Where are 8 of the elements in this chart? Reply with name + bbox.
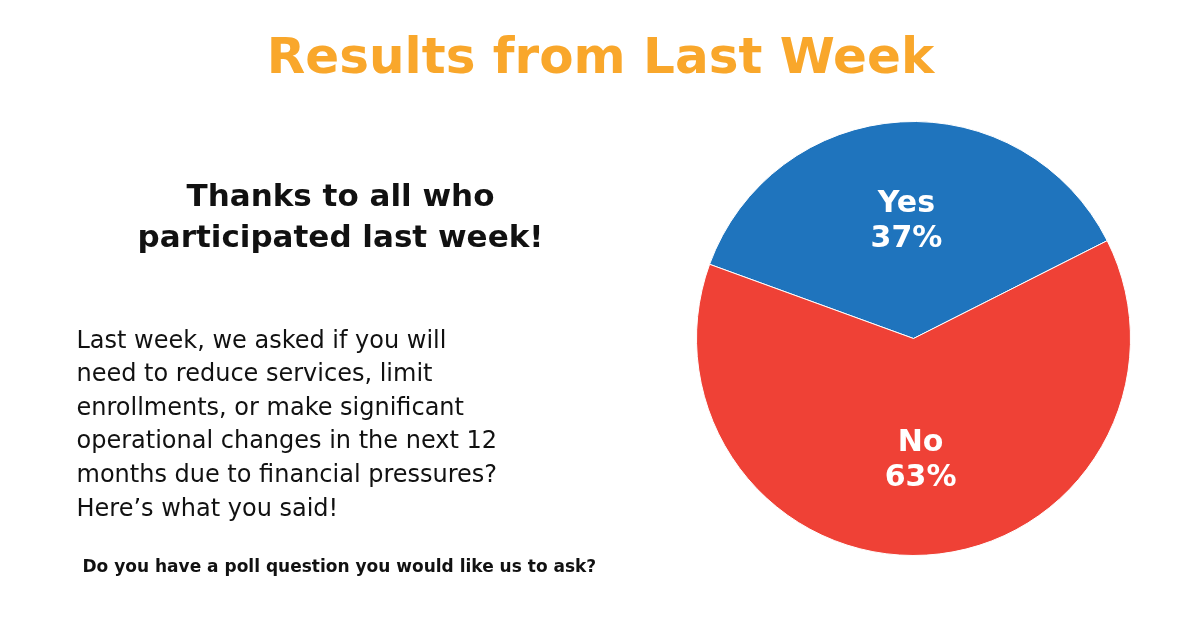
text: Do you have a poll question you would like us to ask? [82, 555, 597, 576]
data-label: 63% [884, 457, 957, 493]
slice-label: Yes [876, 184, 936, 220]
text: Last week, we asked if you will need to reduce services, limit enrollments, or make significant operational changes in the next 12 months due to financial pressures? Here’s what you said! [76, 325, 498, 522]
slice-label: No [897, 422, 944, 458]
text: Thanks to all who participated last week! [137, 176, 544, 255]
data-label: 37% [870, 219, 943, 255]
chart-title: Results from Last Week [266, 26, 936, 85]
